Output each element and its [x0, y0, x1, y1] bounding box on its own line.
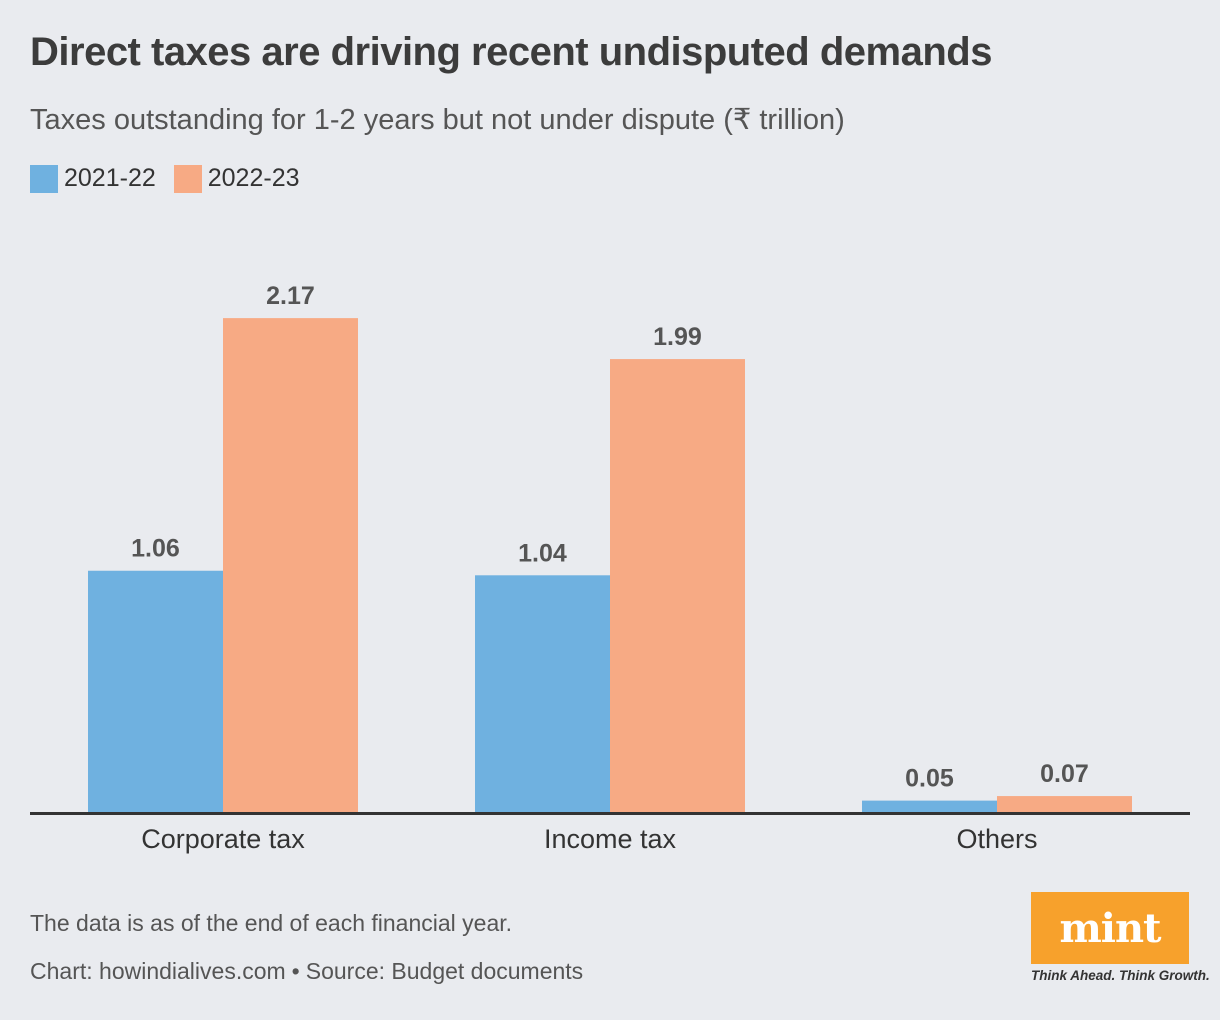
- bar-corporate-tax-2022-23: [223, 318, 358, 812]
- brand-tagline: Think Ahead. Think Growth.: [1031, 968, 1210, 983]
- source-separator: •: [291, 958, 300, 984]
- chart-credit: Chart: howindialives.com: [30, 958, 286, 984]
- chart-subtitle: Taxes outstanding for 1-2 years but not …: [30, 104, 845, 136]
- chart-title: Direct taxes are driving recent undisput…: [30, 30, 992, 74]
- data-label-others-2022-23: 0.07: [1040, 760, 1089, 788]
- x-tick-corporate-tax: Corporate tax: [141, 824, 305, 854]
- bar-others-2022-23: [997, 796, 1132, 812]
- data-label-corporate-tax-2021-22: 1.06: [131, 535, 180, 563]
- source-line: Chart: howindialives.com • Source: Budget …: [30, 958, 583, 985]
- legend-swatch-2021-22: [30, 164, 58, 193]
- mint-logo: mint: [1031, 892, 1189, 964]
- legend-label-2022-23: 2022-23: [207, 164, 300, 192]
- data-label-income-tax-2021-22: 1.04: [518, 539, 567, 567]
- legend-item-2022-23: 2022-23: [173, 164, 300, 193]
- legend: 2021-22 2022-23: [30, 164, 300, 193]
- legend-label-2021-22: 2021-22: [64, 164, 156, 192]
- bar-chart: 1.06 2.17 Corporate tax 1.04 1.99 Income tax 0…: [30, 282, 1190, 854]
- bar-income-tax-2021-22: [475, 575, 610, 812]
- x-tick-income-tax: Income tax: [544, 824, 677, 854]
- footnote: The data is as of the end of each financ…: [30, 910, 513, 936]
- source-text: Source: Budget documents: [305, 958, 584, 984]
- bar-corporate-tax-2021-22: [88, 570, 223, 812]
- mint-logo-text: mint: [1059, 904, 1161, 952]
- legend-item-2021-22: 2021-22: [30, 164, 156, 193]
- data-label-others-2021-22: 0.05: [905, 765, 954, 793]
- legend-swatch-2022-23: [173, 164, 202, 193]
- data-label-corporate-tax-2022-23: 2.17: [266, 282, 315, 310]
- x-tick-others: Others: [956, 824, 1037, 854]
- bar-income-tax-2022-23: [610, 359, 745, 812]
- bar-others-2021-22: [862, 800, 997, 812]
- data-label-income-tax-2022-23: 1.99: [653, 323, 702, 351]
